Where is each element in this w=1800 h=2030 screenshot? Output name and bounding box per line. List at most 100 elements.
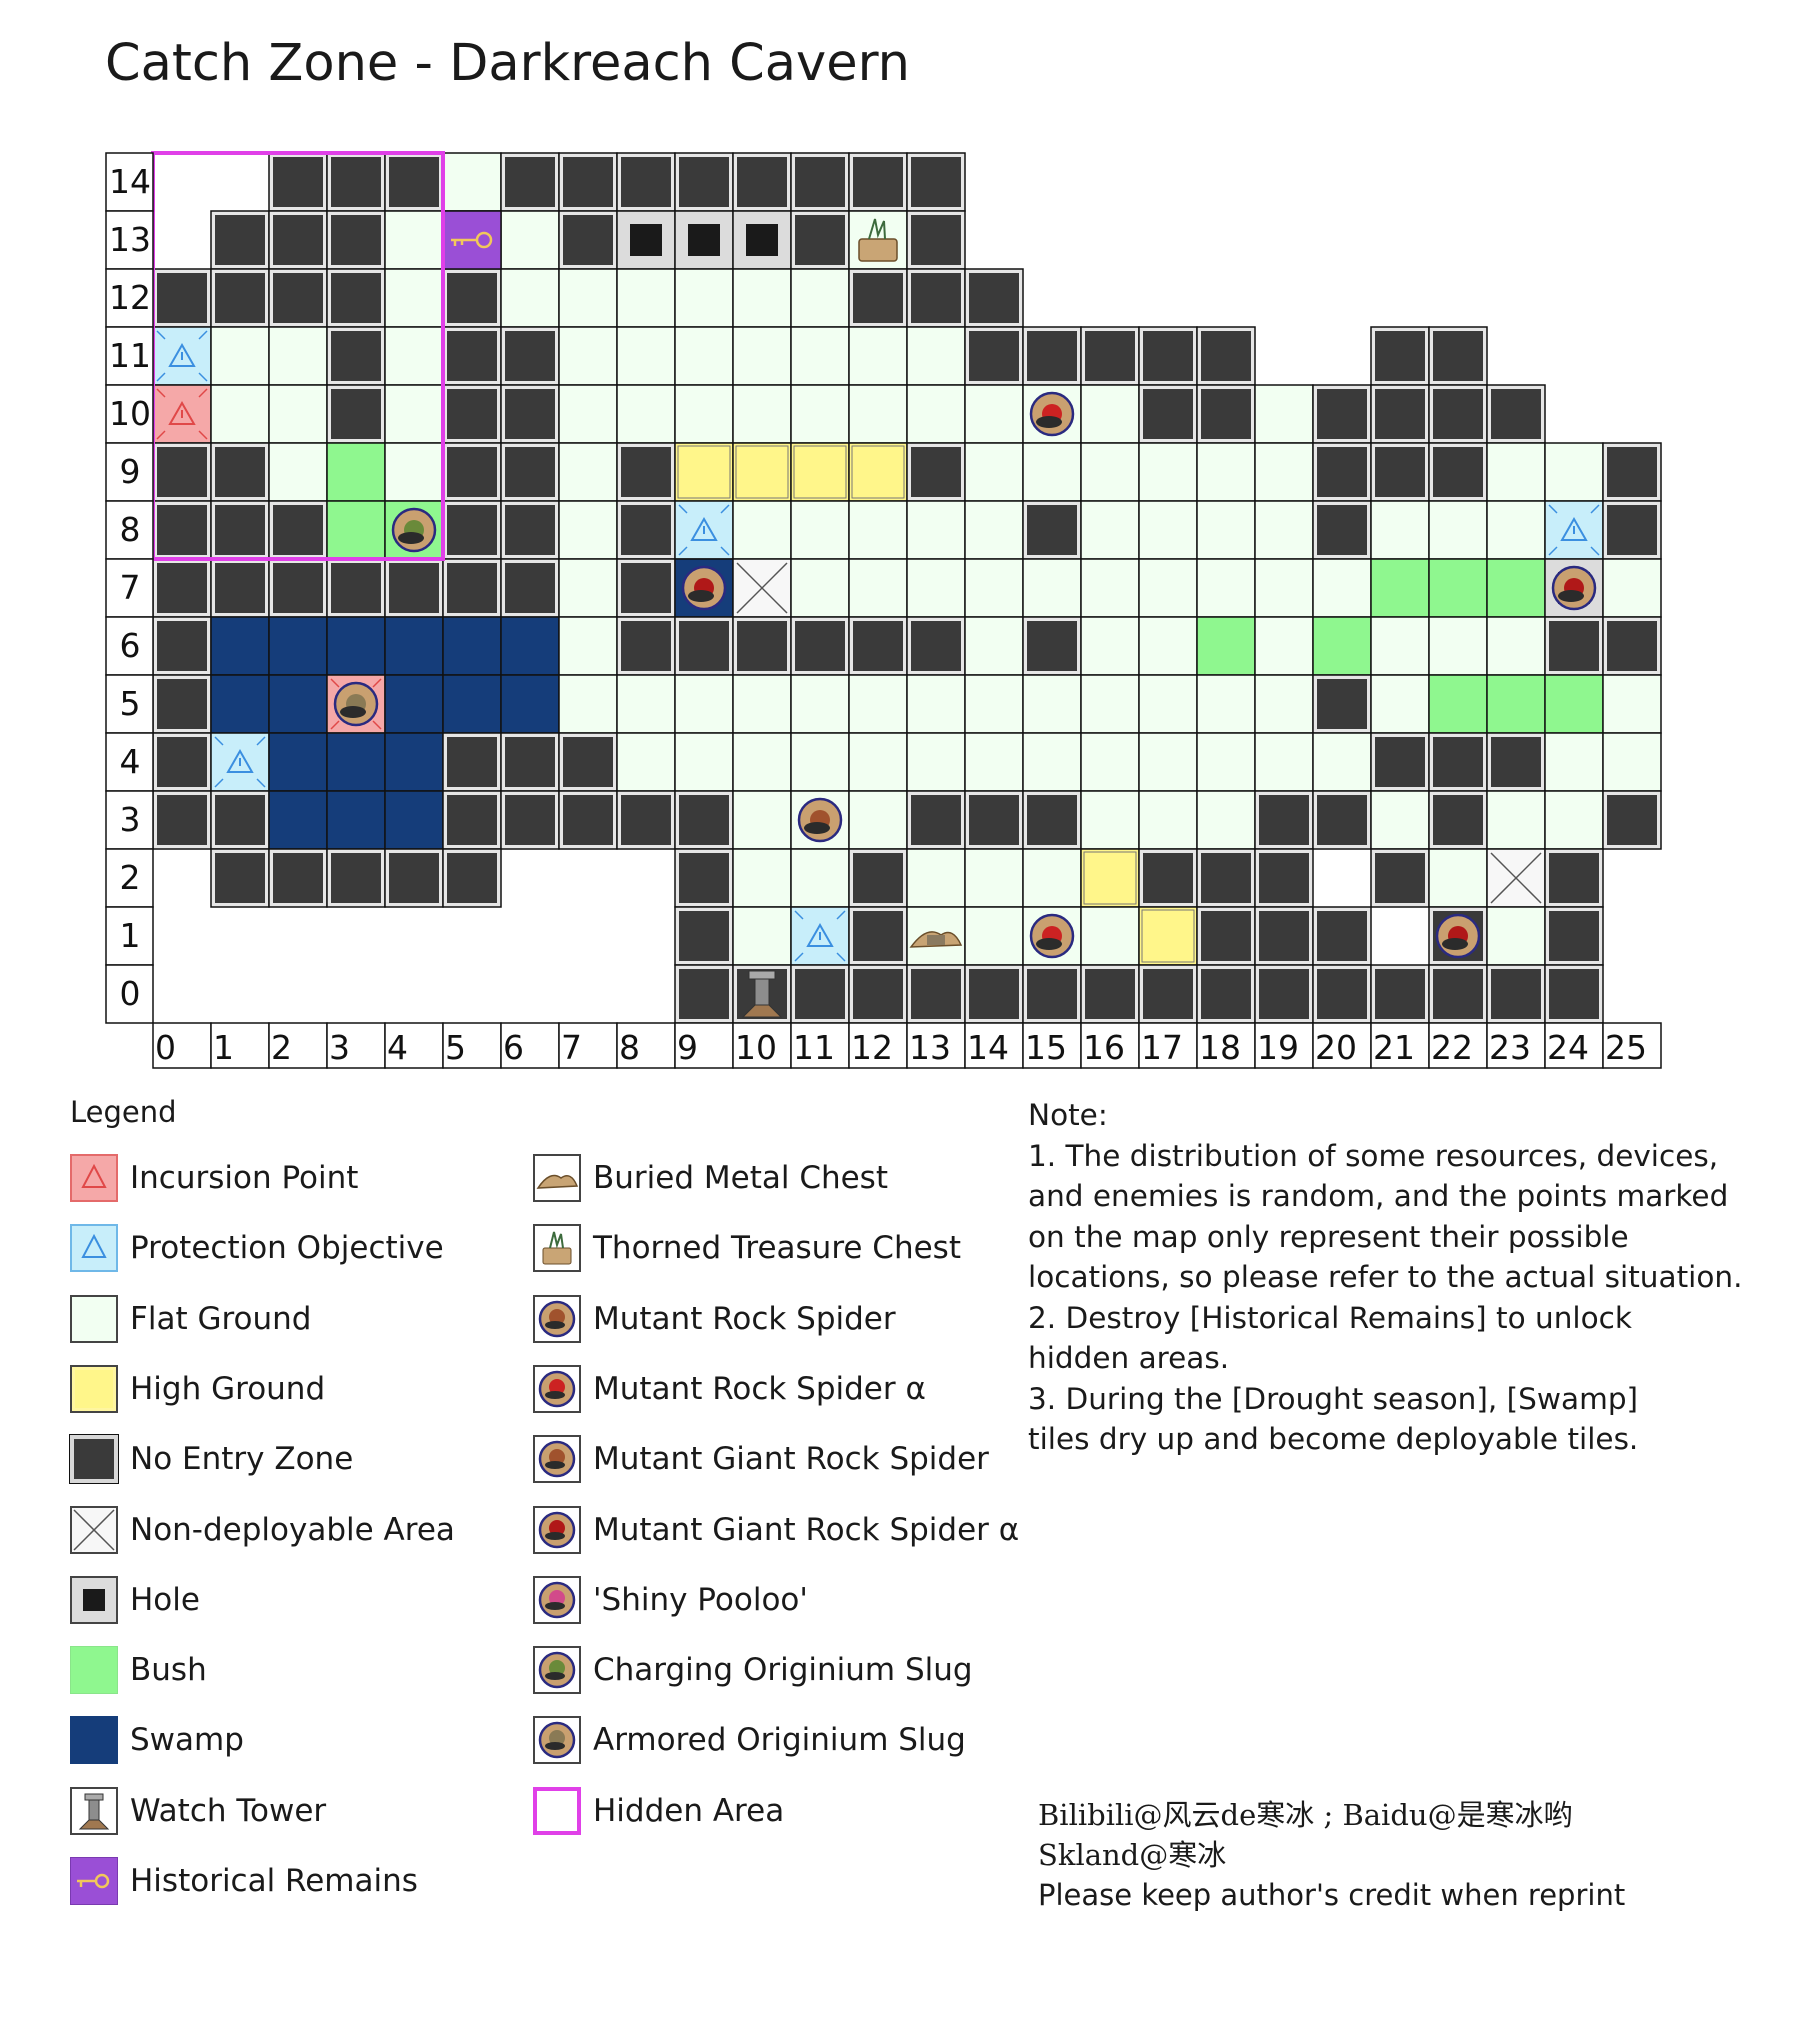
tile-flat-ground xyxy=(1370,674,1430,734)
tile-bush xyxy=(1312,616,1372,676)
tile-no-entry xyxy=(1196,326,1256,386)
tile-no-entry xyxy=(1370,732,1430,792)
y-axis-label: 8 xyxy=(120,510,141,549)
tile-no-entry xyxy=(210,210,270,270)
mutant-giant-rock-spider-alpha-icon xyxy=(1435,913,1481,959)
tile-no-entry xyxy=(210,558,270,618)
tile-flat-ground xyxy=(1602,558,1662,618)
tile-no-entry xyxy=(732,152,792,212)
legend-item-no-entry-zone: No Entry Zone xyxy=(69,1433,353,1485)
tile-flat-ground xyxy=(1544,790,1604,850)
tile-flat-ground xyxy=(558,326,618,386)
tile-flat-ground xyxy=(558,616,618,676)
tile-no-entry xyxy=(964,964,1024,1024)
tile-flat-ground xyxy=(1486,616,1546,676)
tile-no-entry xyxy=(384,848,444,908)
y-axis-label: 5 xyxy=(120,684,141,723)
tile-no-entry xyxy=(616,442,676,502)
tile-flat-ground xyxy=(558,674,618,734)
tile-flat-ground xyxy=(1602,732,1662,792)
tile-flat-ground xyxy=(732,848,792,908)
tile-no-entry xyxy=(848,964,908,1024)
tile-swamp xyxy=(268,674,328,734)
tile-flat-ground xyxy=(964,616,1024,676)
x-axis-label: 11 xyxy=(793,1028,835,1067)
tile-bush xyxy=(1428,674,1488,734)
legend-label: Bush xyxy=(130,1652,207,1689)
mutant-rock-spider-alpha-icon xyxy=(533,1364,581,1413)
tile-no-entry xyxy=(1544,616,1604,676)
tile-no-entry xyxy=(152,268,212,328)
tile-swamp xyxy=(442,674,502,734)
tile-flat-ground xyxy=(674,384,734,444)
tile-flat-ground xyxy=(558,442,618,502)
x-axis-tick: 18 xyxy=(1196,1022,1256,1069)
tile-no-entry xyxy=(442,558,502,618)
tile-hole xyxy=(616,210,676,270)
tile-high-ground xyxy=(1080,848,1140,908)
legend-label: Incursion Point xyxy=(130,1160,359,1196)
tile-no-entry xyxy=(674,848,734,908)
charging-originium-slug-icon xyxy=(391,507,437,553)
tile-flat-ground xyxy=(1196,674,1256,734)
tile-flat-ground xyxy=(442,152,502,212)
tile-flat-ground xyxy=(268,384,328,444)
tile-no-entry xyxy=(1196,848,1256,908)
y-axis-tick: 1 xyxy=(105,906,154,966)
x-axis-label: 14 xyxy=(967,1028,1009,1067)
x-axis-tick: 11 xyxy=(790,1022,850,1069)
credit-line-1: Bilibili@风云de寒冰 ; Baidu@是寒冰哟 xyxy=(1038,1798,1573,1832)
y-axis-tick: 13 xyxy=(105,210,154,270)
mutant-rock-spider-icon xyxy=(797,797,843,843)
watch-tower-icon xyxy=(70,1786,118,1835)
tile-flat-ground xyxy=(1022,674,1082,734)
legend-item-protection-objective: Protection Objective xyxy=(70,1222,444,1274)
legend-label: Charging Originium Slug xyxy=(593,1652,973,1689)
tile-no-entry xyxy=(1544,848,1604,908)
tile-no-entry xyxy=(790,616,850,676)
mutant-giant-rock-spider-alpha-icon xyxy=(1551,565,1597,611)
legend-item-non-deployable-area: Non-deployable Area xyxy=(70,1504,455,1556)
tile-flat-ground xyxy=(732,326,792,386)
mutant-giant-rock-spider-alpha-icon xyxy=(681,565,727,611)
swamp-icon xyxy=(70,1716,118,1765)
tile-flat-ground xyxy=(384,210,444,270)
tile-flat-ground xyxy=(732,384,792,444)
legend-item-mutant-rock-spider-alpha: Mutant Rock Spider α xyxy=(533,1363,926,1415)
tile-no-entry xyxy=(616,152,676,212)
tile-flat-ground xyxy=(848,790,908,850)
tile-no-entry xyxy=(326,210,386,270)
tile-no-entry xyxy=(1544,906,1604,966)
tile-no-entry xyxy=(500,558,560,618)
tile-no-entry xyxy=(1486,732,1546,792)
tile-flat-ground xyxy=(906,732,966,792)
tile-high-ground xyxy=(790,442,850,502)
tile-flat-ground xyxy=(210,326,270,386)
tile-flat-ground xyxy=(732,790,792,850)
tile-flat-ground xyxy=(384,442,444,502)
tile-swamp xyxy=(500,616,560,676)
x-axis-tick: 7 xyxy=(558,1022,618,1069)
tile-flat-ground xyxy=(1254,558,1314,618)
legend-item-historical-remains: Historical Remains xyxy=(70,1855,418,1907)
x-axis-label: 25 xyxy=(1605,1028,1647,1067)
tile-no-entry xyxy=(210,790,270,850)
flat-ground-icon xyxy=(70,1294,118,1343)
buried-metal-chest-icon xyxy=(533,1154,581,1202)
buried-metal-chest-icon xyxy=(909,931,963,948)
tile-flat-ground xyxy=(1428,848,1488,908)
tile-no-entry xyxy=(152,732,212,792)
x-axis-label: 8 xyxy=(619,1028,640,1067)
x-axis-label: 23 xyxy=(1489,1028,1531,1067)
legend-label: Watch Tower xyxy=(130,1792,327,1829)
historical-remains-icon xyxy=(70,1857,118,1905)
y-axis-tick: 9 xyxy=(105,442,154,502)
y-axis-tick: 0 xyxy=(105,964,154,1024)
hidden-area-icon xyxy=(533,1786,581,1835)
x-axis-tick: 12 xyxy=(848,1022,908,1069)
tile-flat-ground xyxy=(790,326,850,386)
tile-no-entry xyxy=(1022,616,1082,676)
tile-swamp xyxy=(384,790,444,850)
tile-no-entry xyxy=(152,442,212,502)
